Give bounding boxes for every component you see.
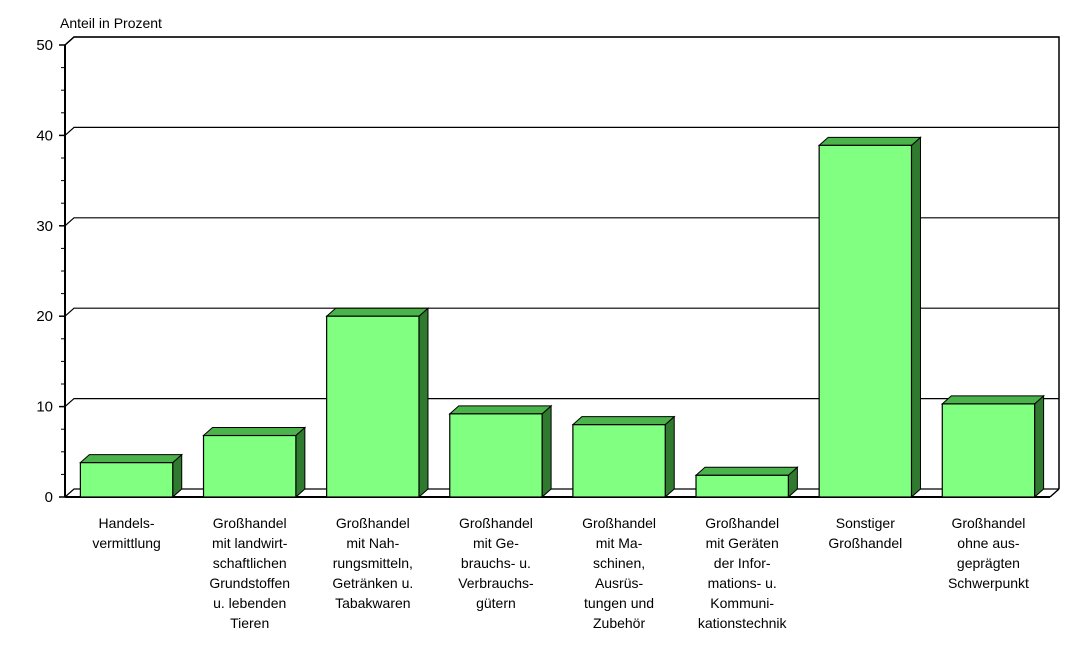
category-label-line: mit Geräten — [706, 535, 779, 551]
category-label-line: schaftlichen — [213, 555, 287, 571]
category-label: Großhandel mit Geräten der Infor-mations- … — [698, 515, 788, 631]
category-label-line: Großhandel — [828, 535, 902, 551]
plot-back-border — [64, 36, 1060, 489]
y-tick-label: 40 — [36, 127, 53, 144]
category-labels: Handels-vermittlung Großhandel mit landwir… — [92, 515, 1029, 631]
bar — [325, 307, 430, 499]
category-label-line: Kommuni- — [710, 595, 774, 611]
category-label-line: brauchs- u. — [461, 555, 531, 571]
bar-side — [910, 136, 921, 499]
bar-front — [818, 144, 913, 498]
category-label-line: Grundstoffen — [209, 575, 290, 591]
category-label: Sonstiger Großhandel — [828, 515, 902, 551]
bar — [79, 453, 184, 499]
category-label-line: mit Ge- — [473, 535, 519, 551]
category-label-line: vermittlung — [92, 535, 160, 551]
x-axis-corner — [1049, 488, 1060, 498]
y-tick-label: 0 — [45, 489, 53, 506]
y-tick-label: 20 — [36, 308, 53, 325]
bar-side — [418, 307, 429, 499]
category-label-line: tungen und — [584, 595, 654, 611]
category-label-line: Getränken u. — [332, 575, 413, 591]
bar-top — [202, 427, 307, 437]
gridline — [64, 36, 1059, 46]
bar — [940, 394, 1045, 499]
category-label-line: Schwerpunkt — [948, 575, 1029, 591]
bar-front — [941, 403, 1036, 498]
category-label-line: kationstechnik — [698, 615, 788, 631]
bar-top — [79, 454, 184, 464]
bar-side — [295, 426, 306, 499]
bar-front — [449, 413, 543, 498]
category-label-line: Großhandel — [705, 515, 779, 531]
bar-top — [325, 307, 430, 317]
category-label-line: mit Ma- — [596, 535, 643, 551]
bar — [448, 404, 553, 499]
category-label-line: mit landwirt- — [212, 535, 288, 551]
category-label: Großhandel ohne aus-geprägten Schwerpunkt — [948, 515, 1029, 591]
category-label-line: Zubehör — [593, 615, 645, 631]
category-label-line: rungsmitteln, — [333, 555, 413, 571]
category-label-line: u. lebenden — [213, 595, 286, 611]
bar-side — [664, 415, 675, 499]
category-label-line: ohne aus- — [957, 535, 1020, 551]
y-tick-label: 50 — [36, 37, 53, 54]
category-label-line: Großhandel — [951, 515, 1025, 531]
bar-front — [79, 462, 174, 498]
bar-side — [541, 404, 552, 499]
category-label-line: Tieren — [230, 615, 269, 631]
bar-front — [695, 474, 789, 498]
y-tick-label: 30 — [36, 218, 53, 235]
category-label: Handels-vermittlung — [92, 515, 160, 551]
bar-top — [940, 395, 1045, 405]
gridline — [64, 307, 1059, 317]
bar — [694, 466, 799, 499]
category-label-line: gütern — [476, 595, 516, 611]
category-label-line: Großhandel — [213, 515, 287, 531]
category-label: Großhandel mit landwirt-schaftlichen Grund… — [209, 515, 290, 631]
bar-front — [202, 434, 297, 498]
bar — [202, 426, 307, 499]
category-label-line: mations- u. — [708, 575, 777, 591]
bar-front — [572, 424, 666, 498]
category-label-line: geprägten — [957, 555, 1020, 571]
gridline — [64, 398, 1059, 408]
category-label-line: Ausrüs- — [595, 575, 644, 591]
category-label: Großhandel mit Nah-rungsmitteln, Getränken… — [332, 515, 413, 611]
category-label: Großhandel mit Ma-schinen, Ausrüs-tungen u… — [582, 515, 656, 631]
category-label-line: Handels- — [99, 515, 155, 531]
category-label-line: Verbrauchs- — [458, 575, 534, 591]
y-axis-title: Anteil in Prozent — [60, 15, 162, 31]
bar-front — [326, 315, 420, 498]
category-label-line: Großhandel — [459, 515, 533, 531]
category-label-line: der Infor- — [714, 555, 771, 571]
gridline — [64, 126, 1059, 136]
bars — [79, 136, 1045, 499]
category-label-line: mit Nah- — [346, 535, 399, 551]
gridline — [64, 217, 1059, 227]
y-tick-label: 10 — [36, 399, 53, 416]
category-label-line: Großhandel — [582, 515, 656, 531]
bar-top — [571, 416, 676, 426]
category-label: Großhandel mit Ge-brauchs- u. Verbrauchs-g… — [458, 515, 534, 611]
category-label-line: schinen, — [593, 555, 645, 571]
bar-top — [448, 405, 553, 415]
category-label-line: Sonstiger — [836, 515, 895, 531]
category-label-line: Großhandel — [336, 515, 410, 531]
bar — [571, 415, 676, 499]
bar-side — [1034, 394, 1045, 499]
category-label-line: Tabakwaren — [335, 595, 411, 611]
bar-top — [694, 466, 799, 476]
bar-top — [817, 136, 922, 146]
bar — [817, 136, 922, 499]
